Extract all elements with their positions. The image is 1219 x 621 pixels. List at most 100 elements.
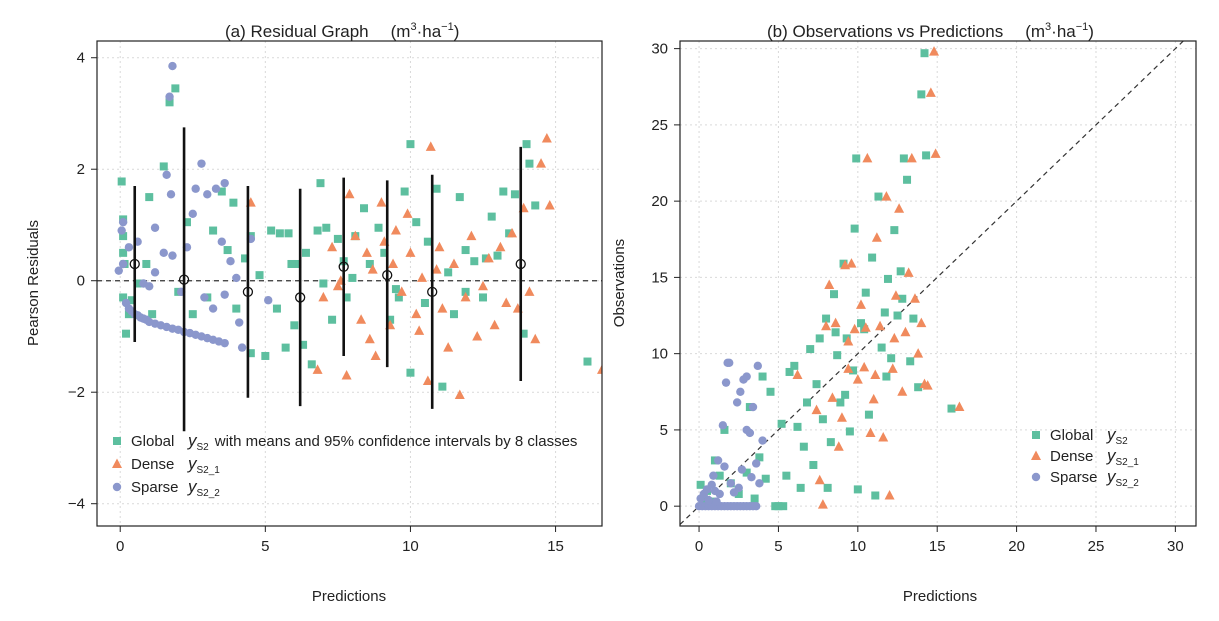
- dense-point: [478, 280, 489, 291]
- y-tick-label: 20: [651, 193, 668, 210]
- dense-point: [827, 392, 838, 402]
- sparse-point: [150, 268, 160, 277]
- global-point: [715, 471, 724, 480]
- sparse-point: [748, 402, 758, 412]
- dense-point: [414, 325, 425, 335]
- global-point: [883, 274, 892, 283]
- sparse-point: [725, 358, 734, 368]
- global-point: [853, 485, 862, 494]
- global-point: [272, 304, 281, 313]
- sparse-point: [165, 92, 174, 101]
- data-points: [114, 61, 602, 399]
- dense-point: [390, 225, 401, 235]
- grid-lines: [97, 41, 602, 526]
- global-point: [290, 321, 299, 330]
- global-point: [481, 254, 490, 263]
- global-point: [287, 259, 296, 268]
- dense-legend-label: Dense: [131, 456, 174, 473]
- global-point: [758, 372, 767, 381]
- global-point: [386, 315, 395, 324]
- dense-point: [843, 335, 854, 346]
- sparse-point: [232, 273, 241, 283]
- dense-point: [350, 230, 361, 241]
- global-point: [856, 319, 865, 328]
- dense-point: [312, 364, 323, 374]
- x-tick-label: 30: [1167, 538, 1184, 555]
- global-point: [899, 154, 908, 163]
- dense-point: [916, 317, 927, 328]
- global-point: [246, 349, 255, 358]
- global-point: [267, 226, 276, 235]
- global-point: [307, 360, 316, 369]
- x-tick-label: 15: [547, 538, 564, 555]
- dense-point: [501, 297, 512, 308]
- dense-point: [929, 46, 940, 56]
- sparse-point: [264, 296, 273, 305]
- global-point: [761, 474, 770, 483]
- global-point: [505, 229, 514, 238]
- global-point: [841, 390, 850, 399]
- global-legend-symbol: yS2 with means and 95% confidence interva…: [187, 431, 577, 453]
- sparse-legend-symbol: yS2_2: [1106, 467, 1139, 489]
- dense-point: [434, 241, 445, 252]
- sparse-point: [732, 398, 742, 407]
- dense-point: [843, 363, 854, 373]
- y-tick-label: −2: [68, 384, 85, 401]
- dense-point: [530, 333, 541, 344]
- global-point: [119, 293, 128, 302]
- sparse-point: [720, 462, 729, 471]
- global-point: [812, 380, 821, 389]
- sparse-point: [188, 209, 197, 219]
- y-tick-label: 2: [77, 161, 85, 178]
- global-point: [877, 343, 886, 352]
- global-point: [882, 372, 891, 381]
- sparse-legend-marker: [1031, 472, 1041, 482]
- sparse-point: [220, 290, 229, 299]
- dense-point: [448, 258, 459, 268]
- class-mean-marker: [382, 269, 393, 281]
- global-point: [871, 491, 880, 500]
- global-point: [777, 419, 786, 428]
- global-point: [849, 366, 858, 375]
- global-point: [914, 383, 923, 392]
- dense-point: [887, 363, 898, 373]
- global-point: [241, 254, 250, 263]
- dense-point: [405, 247, 416, 257]
- global-point: [755, 453, 764, 462]
- global-point: [796, 483, 805, 492]
- global-point: [188, 310, 197, 319]
- dense-point: [332, 280, 343, 291]
- sparse-legend-symbol: yS2_2: [187, 477, 220, 499]
- global-point: [790, 361, 799, 370]
- sparse-point: [211, 184, 221, 193]
- dense-point: [507, 227, 518, 238]
- global-point: [818, 415, 827, 424]
- dense-point: [495, 241, 506, 252]
- global-point: [232, 304, 241, 313]
- global-point: [406, 368, 415, 377]
- sparse-point: [709, 471, 718, 480]
- sparse-point: [704, 495, 713, 505]
- class-mean-marker: [515, 258, 526, 270]
- global-legend-symbol: yS2: [1106, 425, 1128, 447]
- sparse-point: [742, 372, 751, 381]
- dense-point: [370, 350, 381, 360]
- sparse-point: [168, 251, 177, 260]
- global-point: [917, 90, 926, 99]
- dense-point: [544, 199, 555, 210]
- sparse-point: [745, 428, 755, 438]
- global-point: [171, 84, 180, 93]
- global-point: [519, 329, 528, 338]
- sparse-point: [208, 304, 218, 313]
- dense-point: [472, 330, 483, 341]
- dense-point: [900, 326, 911, 337]
- sparse-point: [191, 184, 200, 193]
- dense-legend-symbol: yS2_1: [187, 454, 220, 476]
- global-point: [281, 343, 290, 352]
- global-point: [830, 290, 839, 299]
- global-point: [793, 422, 802, 431]
- dense-point: [344, 188, 355, 199]
- dense-point: [364, 333, 375, 344]
- sparse-point: [118, 217, 128, 227]
- dense-point: [849, 323, 860, 334]
